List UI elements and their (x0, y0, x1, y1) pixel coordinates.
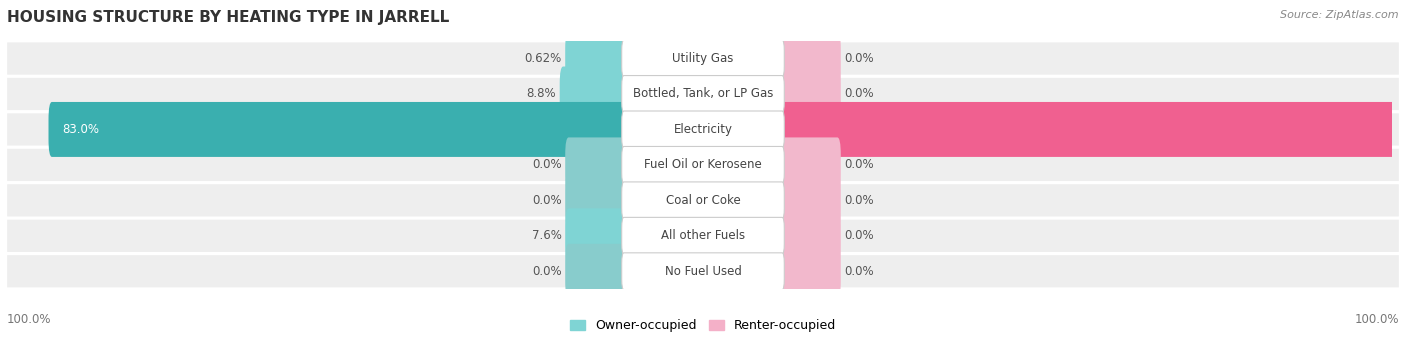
FancyBboxPatch shape (565, 31, 627, 86)
FancyBboxPatch shape (621, 253, 785, 290)
Text: 0.0%: 0.0% (844, 52, 875, 65)
FancyBboxPatch shape (7, 149, 1399, 181)
Text: 0.0%: 0.0% (531, 158, 562, 171)
FancyBboxPatch shape (7, 78, 1399, 110)
Text: 0.0%: 0.0% (531, 194, 562, 207)
Text: 0.0%: 0.0% (844, 158, 875, 171)
Text: Electricity: Electricity (673, 123, 733, 136)
Text: 0.0%: 0.0% (844, 265, 875, 278)
Text: Coal or Coke: Coal or Coke (665, 194, 741, 207)
Text: 7.6%: 7.6% (531, 229, 562, 242)
Text: Source: ZipAtlas.com: Source: ZipAtlas.com (1281, 10, 1399, 20)
Text: 0.0%: 0.0% (531, 265, 562, 278)
FancyBboxPatch shape (779, 102, 1406, 157)
Text: 83.0%: 83.0% (62, 123, 100, 136)
FancyBboxPatch shape (565, 208, 627, 263)
FancyBboxPatch shape (7, 42, 1399, 75)
Legend: Owner-occupied, Renter-occupied: Owner-occupied, Renter-occupied (565, 314, 841, 337)
FancyBboxPatch shape (560, 67, 627, 121)
Text: HOUSING STRUCTURE BY HEATING TYPE IN JARRELL: HOUSING STRUCTURE BY HEATING TYPE IN JAR… (7, 10, 450, 25)
Text: Bottled, Tank, or LP Gas: Bottled, Tank, or LP Gas (633, 87, 773, 101)
FancyBboxPatch shape (7, 220, 1399, 252)
FancyBboxPatch shape (621, 75, 785, 113)
Text: All other Fuels: All other Fuels (661, 229, 745, 242)
FancyBboxPatch shape (779, 31, 841, 86)
FancyBboxPatch shape (7, 184, 1399, 217)
Text: No Fuel Used: No Fuel Used (665, 265, 741, 278)
FancyBboxPatch shape (565, 173, 627, 228)
FancyBboxPatch shape (621, 182, 785, 219)
Text: 100.0%: 100.0% (1354, 313, 1399, 326)
FancyBboxPatch shape (565, 137, 627, 192)
Text: Fuel Oil or Kerosene: Fuel Oil or Kerosene (644, 158, 762, 171)
FancyBboxPatch shape (565, 244, 627, 299)
FancyBboxPatch shape (621, 40, 785, 77)
FancyBboxPatch shape (7, 113, 1399, 146)
Text: 0.0%: 0.0% (844, 229, 875, 242)
FancyBboxPatch shape (621, 111, 785, 148)
FancyBboxPatch shape (621, 147, 785, 183)
Text: 0.0%: 0.0% (844, 87, 875, 101)
FancyBboxPatch shape (621, 217, 785, 254)
Text: 100.0%: 100.0% (7, 313, 52, 326)
FancyBboxPatch shape (779, 137, 841, 192)
FancyBboxPatch shape (7, 255, 1399, 287)
FancyBboxPatch shape (779, 244, 841, 299)
Text: Utility Gas: Utility Gas (672, 52, 734, 65)
Text: 8.8%: 8.8% (527, 87, 557, 101)
Text: 0.62%: 0.62% (524, 52, 562, 65)
FancyBboxPatch shape (48, 102, 627, 157)
FancyBboxPatch shape (779, 67, 841, 121)
FancyBboxPatch shape (779, 208, 841, 263)
FancyBboxPatch shape (779, 173, 841, 228)
Text: 0.0%: 0.0% (844, 194, 875, 207)
